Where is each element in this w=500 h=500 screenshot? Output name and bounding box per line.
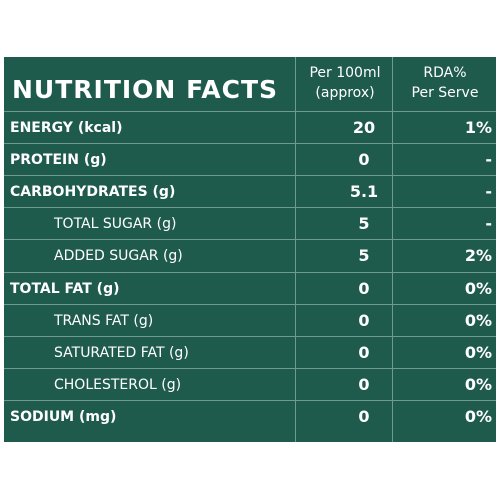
per-100ml-header-line1: Per 100ml: [309, 65, 381, 81]
nutrition-facts-panel: NUTRITION FACTS Per 100ml (approx) RDA% …: [4, 57, 496, 442]
rda-header-line2: Per Serve: [411, 85, 479, 101]
rda-value: 0%: [464, 342, 492, 362]
table-row: ADDED SUGAR (g) 5 2%: [4, 240, 496, 272]
table-row: SODIUM (mg) 0 0%: [4, 401, 496, 433]
per-100ml-value: 0: [358, 150, 370, 170]
table-row: TOTAL FAT (g) 0 0%: [4, 273, 496, 305]
rda-value: 0%: [464, 278, 492, 298]
per-100ml-value: 0: [358, 374, 370, 394]
rda-value: -: [485, 150, 492, 170]
per-100ml-header-line2: (approx): [315, 85, 375, 101]
per-100ml-value: 0: [358, 310, 370, 330]
rda-value: -: [485, 214, 492, 234]
nutrient-name: TOTAL FAT (g): [10, 280, 120, 297]
per-100ml-value: 0: [358, 342, 370, 362]
row-divider: [4, 143, 496, 145]
per-100ml-value: 20: [352, 118, 376, 137]
nutrient-name: ADDED SUGAR (g): [54, 248, 183, 265]
row-divider: [4, 111, 496, 112]
table-row: PROTEIN (g) 0 -: [4, 144, 496, 176]
row-divider: [4, 335, 496, 337]
column-divider: [392, 57, 393, 442]
table-row: TRANS FAT (g) 0 0%: [4, 305, 496, 337]
table-row: CHOLESTEROL (g) 0 0%: [4, 369, 496, 401]
rda-value: 0%: [464, 310, 492, 330]
table-row: SATURATED FAT (g) 0 0%: [4, 337, 496, 369]
table-row: CARBOHYDRATES (g) 5.1 -: [4, 176, 496, 208]
rda-value: 0%: [464, 406, 492, 426]
rda-value: 0%: [464, 374, 492, 394]
nutrient-name: SODIUM (mg): [10, 408, 117, 425]
per-100ml-value: 0: [358, 406, 370, 426]
rda-header: RDA% Per Serve: [397, 63, 493, 103]
rda-value: -: [485, 182, 492, 202]
row-divider: [4, 303, 496, 305]
row-divider: [4, 399, 496, 401]
nutrient-name: TRANS FAT (g): [54, 312, 154, 329]
table-title: NUTRITION FACTS: [12, 75, 279, 104]
nutrient-name: SATURATED FAT (g): [54, 344, 189, 361]
per-100ml-value: 5: [358, 246, 370, 266]
nutrient-name: TOTAL SUGAR (g): [54, 216, 177, 233]
per-100ml-value: 5.1: [349, 182, 379, 202]
per-100ml-value: 0: [358, 278, 370, 298]
nutrient-name: CARBOHYDRATES (g): [10, 184, 176, 201]
row-divider: [4, 271, 496, 273]
row-divider: [4, 207, 496, 209]
rda-value: 2%: [464, 246, 492, 266]
per-100ml-header: Per 100ml (approx): [300, 63, 390, 103]
nutrient-name: PROTEIN (g): [10, 152, 107, 169]
per-100ml-value: 5: [358, 214, 370, 234]
table-row: TOTAL SUGAR (g) 5 -: [4, 208, 496, 240]
row-divider: [4, 367, 496, 369]
row-divider: [4, 239, 496, 241]
nutrient-name: ENERGY (kcal): [10, 120, 123, 136]
row-divider: [4, 175, 496, 177]
column-divider: [295, 57, 296, 442]
rda-header-line1: RDA%: [423, 65, 467, 81]
nutrient-name: CHOLESTEROL (g): [54, 376, 182, 393]
table-row: ENERGY (kcal) 20 1%: [4, 112, 496, 144]
rda-value: 1%: [464, 118, 492, 137]
